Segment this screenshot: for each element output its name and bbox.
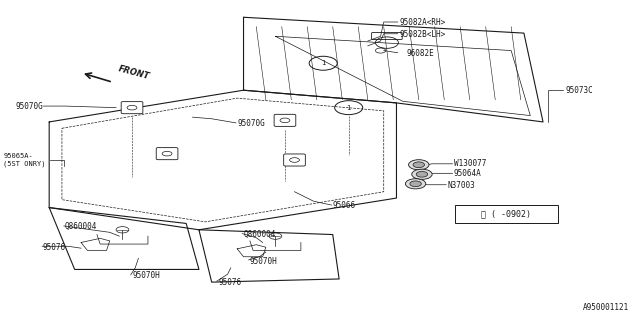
Text: 95082B<LH>: 95082B<LH> xyxy=(399,30,446,39)
Ellipse shape xyxy=(290,158,300,162)
Circle shape xyxy=(413,162,424,168)
Text: 95066: 95066 xyxy=(333,202,356,211)
Text: 95076: 95076 xyxy=(43,243,66,252)
FancyBboxPatch shape xyxy=(372,32,402,39)
Ellipse shape xyxy=(280,118,290,123)
Ellipse shape xyxy=(162,151,172,156)
FancyBboxPatch shape xyxy=(284,154,305,166)
FancyBboxPatch shape xyxy=(274,114,296,126)
Circle shape xyxy=(416,172,428,177)
Ellipse shape xyxy=(127,105,137,110)
Text: 96082E: 96082E xyxy=(406,49,434,58)
Text: ① ( -0902): ① ( -0902) xyxy=(481,209,531,219)
Text: A950001121: A950001121 xyxy=(583,303,629,312)
Circle shape xyxy=(412,169,432,179)
Circle shape xyxy=(408,160,429,170)
Text: Q860004: Q860004 xyxy=(244,230,276,239)
Text: 95070G: 95070G xyxy=(15,101,43,111)
Text: FRONT: FRONT xyxy=(117,64,151,81)
Text: 95065A-
(5ST ONRY): 95065A- (5ST ONRY) xyxy=(3,153,46,167)
Text: Q860004: Q860004 xyxy=(65,222,97,231)
Text: 95082A<RH>: 95082A<RH> xyxy=(399,18,446,27)
Text: 1: 1 xyxy=(346,105,351,111)
FancyBboxPatch shape xyxy=(455,205,557,223)
Circle shape xyxy=(405,179,426,189)
Text: 95070H: 95070H xyxy=(132,271,160,280)
Circle shape xyxy=(410,181,421,187)
Text: N37003: N37003 xyxy=(447,181,475,190)
Text: 1: 1 xyxy=(321,60,325,66)
FancyBboxPatch shape xyxy=(121,102,143,114)
Text: 95070G: 95070G xyxy=(237,119,265,128)
Text: 95070H: 95070H xyxy=(250,257,278,266)
Text: 95076: 95076 xyxy=(218,278,241,287)
Text: W130077: W130077 xyxy=(454,159,486,168)
Text: 95064A: 95064A xyxy=(454,170,481,179)
Text: 95073C: 95073C xyxy=(565,86,593,95)
FancyBboxPatch shape xyxy=(156,148,178,160)
